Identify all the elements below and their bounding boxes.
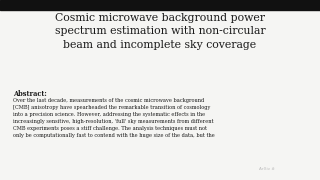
Text: Over the last decade, measurements of the cosmic microwave background
[CMB] anis: Over the last decade, measurements of th… <box>13 98 214 138</box>
Text: Cosmic microwave background power
spectrum estimation with non-circular
beam and: Cosmic microwave background power spectr… <box>55 13 265 50</box>
Text: Abstract:: Abstract: <box>13 90 47 98</box>
Text: ArXiv #: ArXiv # <box>259 167 275 171</box>
Bar <box>0 0 320 10</box>
